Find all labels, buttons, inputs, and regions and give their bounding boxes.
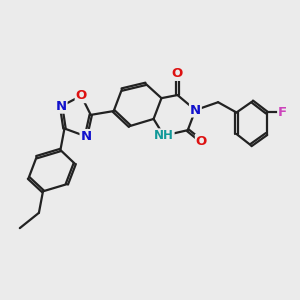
Text: NH: NH xyxy=(154,129,174,142)
Text: O: O xyxy=(76,89,87,102)
Text: N: N xyxy=(56,100,67,113)
Text: N: N xyxy=(80,130,92,143)
Text: F: F xyxy=(278,106,287,119)
Text: O: O xyxy=(172,67,183,80)
Text: N: N xyxy=(190,103,201,117)
Text: O: O xyxy=(196,135,207,148)
